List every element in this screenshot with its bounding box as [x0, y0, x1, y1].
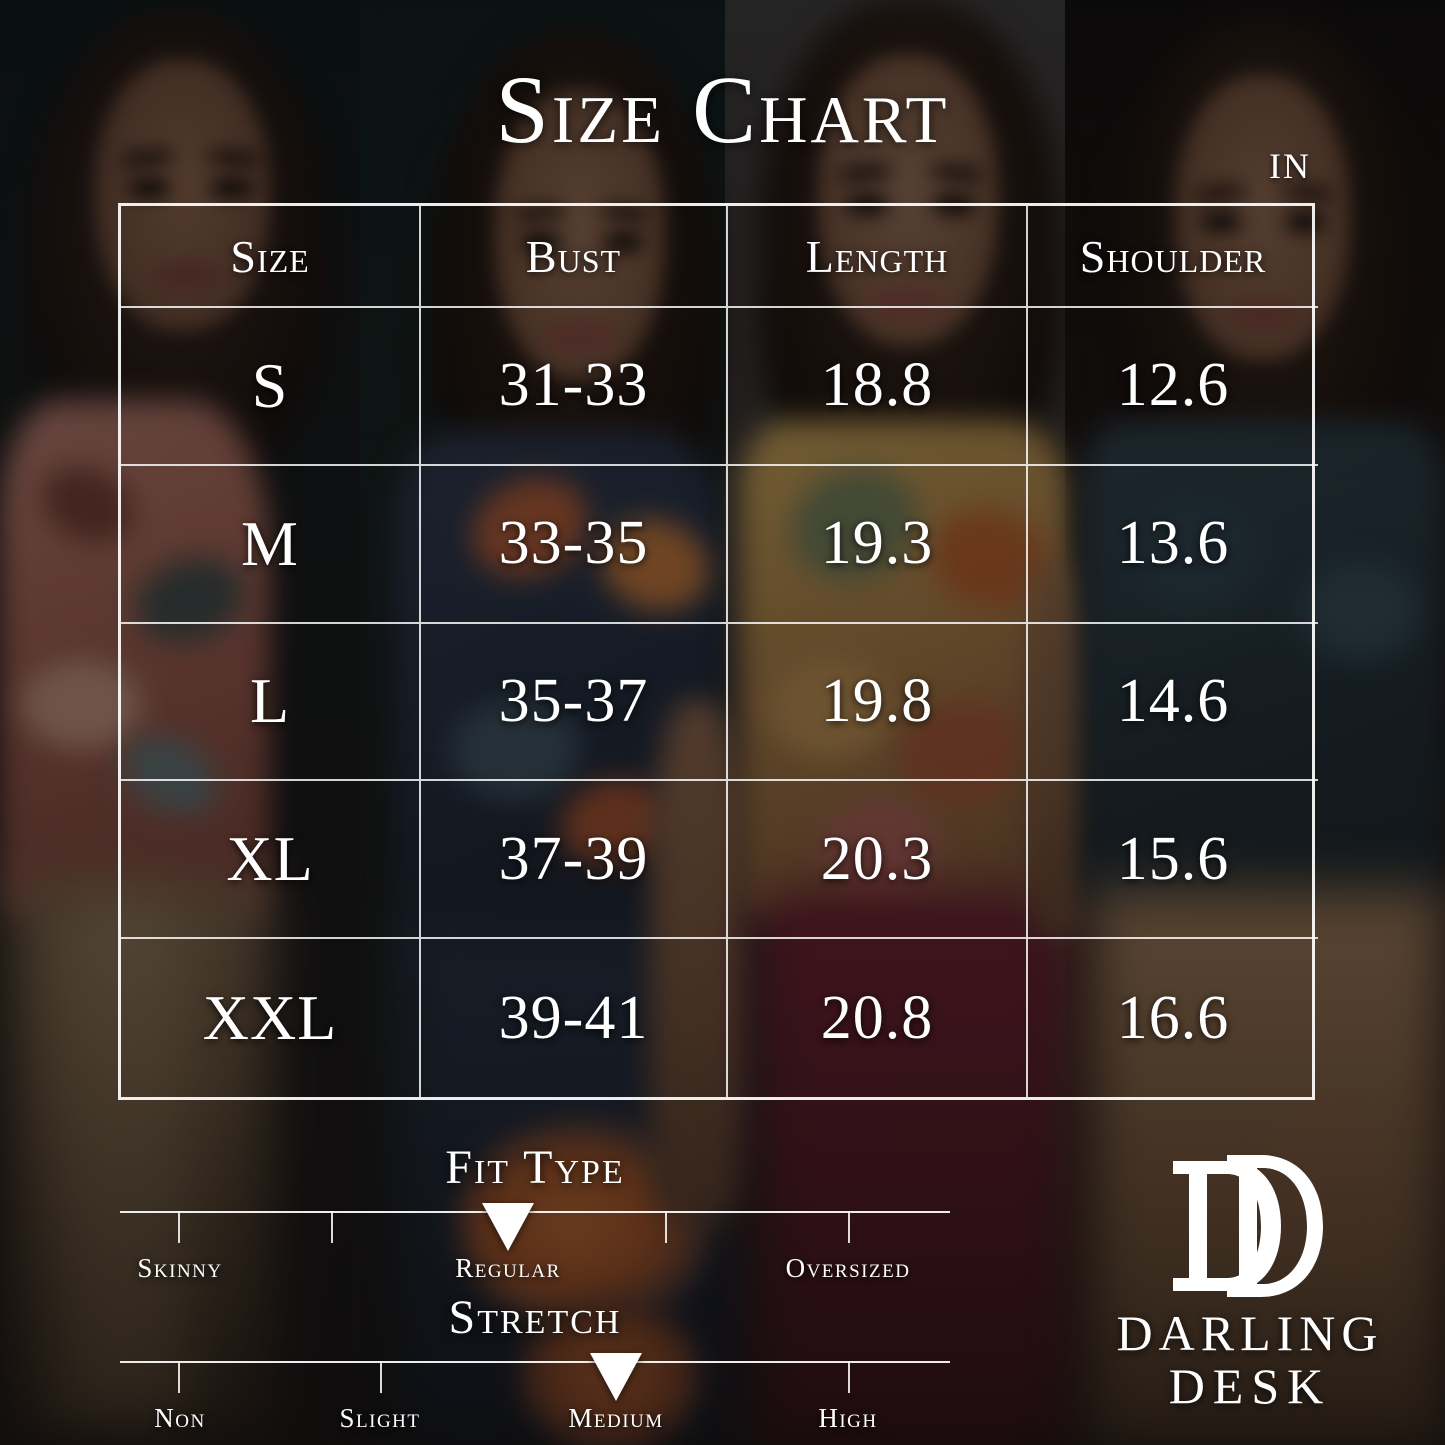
stretch-tick	[380, 1361, 382, 1393]
stretch-option-slight[interactable]: Slight	[339, 1403, 421, 1433]
fit-type-bar	[120, 1201, 950, 1251]
stretch-title: Stretch	[448, 1291, 622, 1344]
size-table: Size Bust Length Shoulder S 31-33 18.8 1…	[118, 203, 1318, 1100]
fit-type-bar-line	[120, 1211, 950, 1213]
fit-type-tick	[331, 1211, 333, 1243]
unit-label: IN	[1269, 146, 1311, 186]
table-row: 18.8	[728, 308, 1028, 466]
stretch-selected-marker	[590, 1353, 642, 1401]
table-row: 14.6	[1028, 624, 1318, 782]
fit-type-option-skinny[interactable]: Skinny	[137, 1253, 223, 1283]
fit-type-tick	[178, 1211, 180, 1243]
brand-name-line2: DESK	[1168, 1358, 1332, 1414]
table-row: 37-39	[421, 781, 728, 940]
fit-type-labels: Skinny Regular Oversized	[120, 1253, 950, 1293]
table-row: 12.6	[1028, 308, 1318, 466]
table-row: 16.6	[1116, 983, 1230, 1052]
table-row: L	[121, 623, 421, 782]
table-row: 39-41	[421, 939, 728, 1097]
table-row: XL	[121, 781, 421, 940]
stretch-tick	[178, 1361, 180, 1393]
column-header-bust: Bust	[421, 206, 728, 308]
brand-name: DARLING DESK	[1095, 1307, 1405, 1413]
column-header-size: Size	[121, 206, 421, 308]
stretch-labels: Non Slight Medium High	[120, 1403, 950, 1443]
fit-type-option-regular[interactable]: Regular	[455, 1253, 561, 1283]
table-row: 35-37	[421, 623, 728, 782]
fit-type-tick	[848, 1211, 850, 1243]
stretch-tick	[848, 1361, 850, 1393]
table-row: 20.8	[728, 939, 1028, 1097]
table-row: 20.3	[728, 781, 1028, 940]
table-row: M	[121, 465, 421, 624]
stretch-scale: Stretch Non Slight Medium High	[120, 1290, 950, 1443]
stretch-option-high[interactable]: High	[818, 1403, 878, 1433]
table-row: XXL	[121, 939, 421, 1097]
fit-type-selected-marker	[482, 1203, 534, 1251]
column-header-shoulder: Shoulder	[1028, 206, 1318, 308]
fit-type-option-oversized[interactable]: Oversized	[785, 1253, 911, 1283]
fit-type-title: Fit Type	[445, 1141, 625, 1194]
table-row: 15.6	[1028, 781, 1318, 940]
fit-type-scale: Fit Type Skinny Regular Oversized	[120, 1140, 950, 1293]
stretch-option-non[interactable]: Non	[154, 1403, 206, 1433]
table-row: 19.3	[728, 465, 1028, 624]
stretch-option-medium[interactable]: Medium	[568, 1403, 664, 1433]
table-row: 31-33	[421, 308, 728, 466]
table-row: S	[121, 308, 421, 466]
table-row: 19.8	[728, 623, 1028, 782]
page-title: Size Chart	[495, 56, 950, 163]
table-row: 33-35	[421, 465, 728, 624]
dd-monogram-icon	[1095, 1151, 1405, 1301]
stretch-bar	[120, 1351, 950, 1401]
fit-type-tick	[665, 1211, 667, 1243]
column-header-length: Length	[728, 206, 1028, 308]
table-row: 13.6	[1028, 466, 1318, 624]
brand-name-line1: DARLING	[1116, 1305, 1384, 1361]
brand-logo: DARLING DESK	[1095, 1151, 1405, 1413]
stretch-bar-line	[120, 1361, 950, 1363]
